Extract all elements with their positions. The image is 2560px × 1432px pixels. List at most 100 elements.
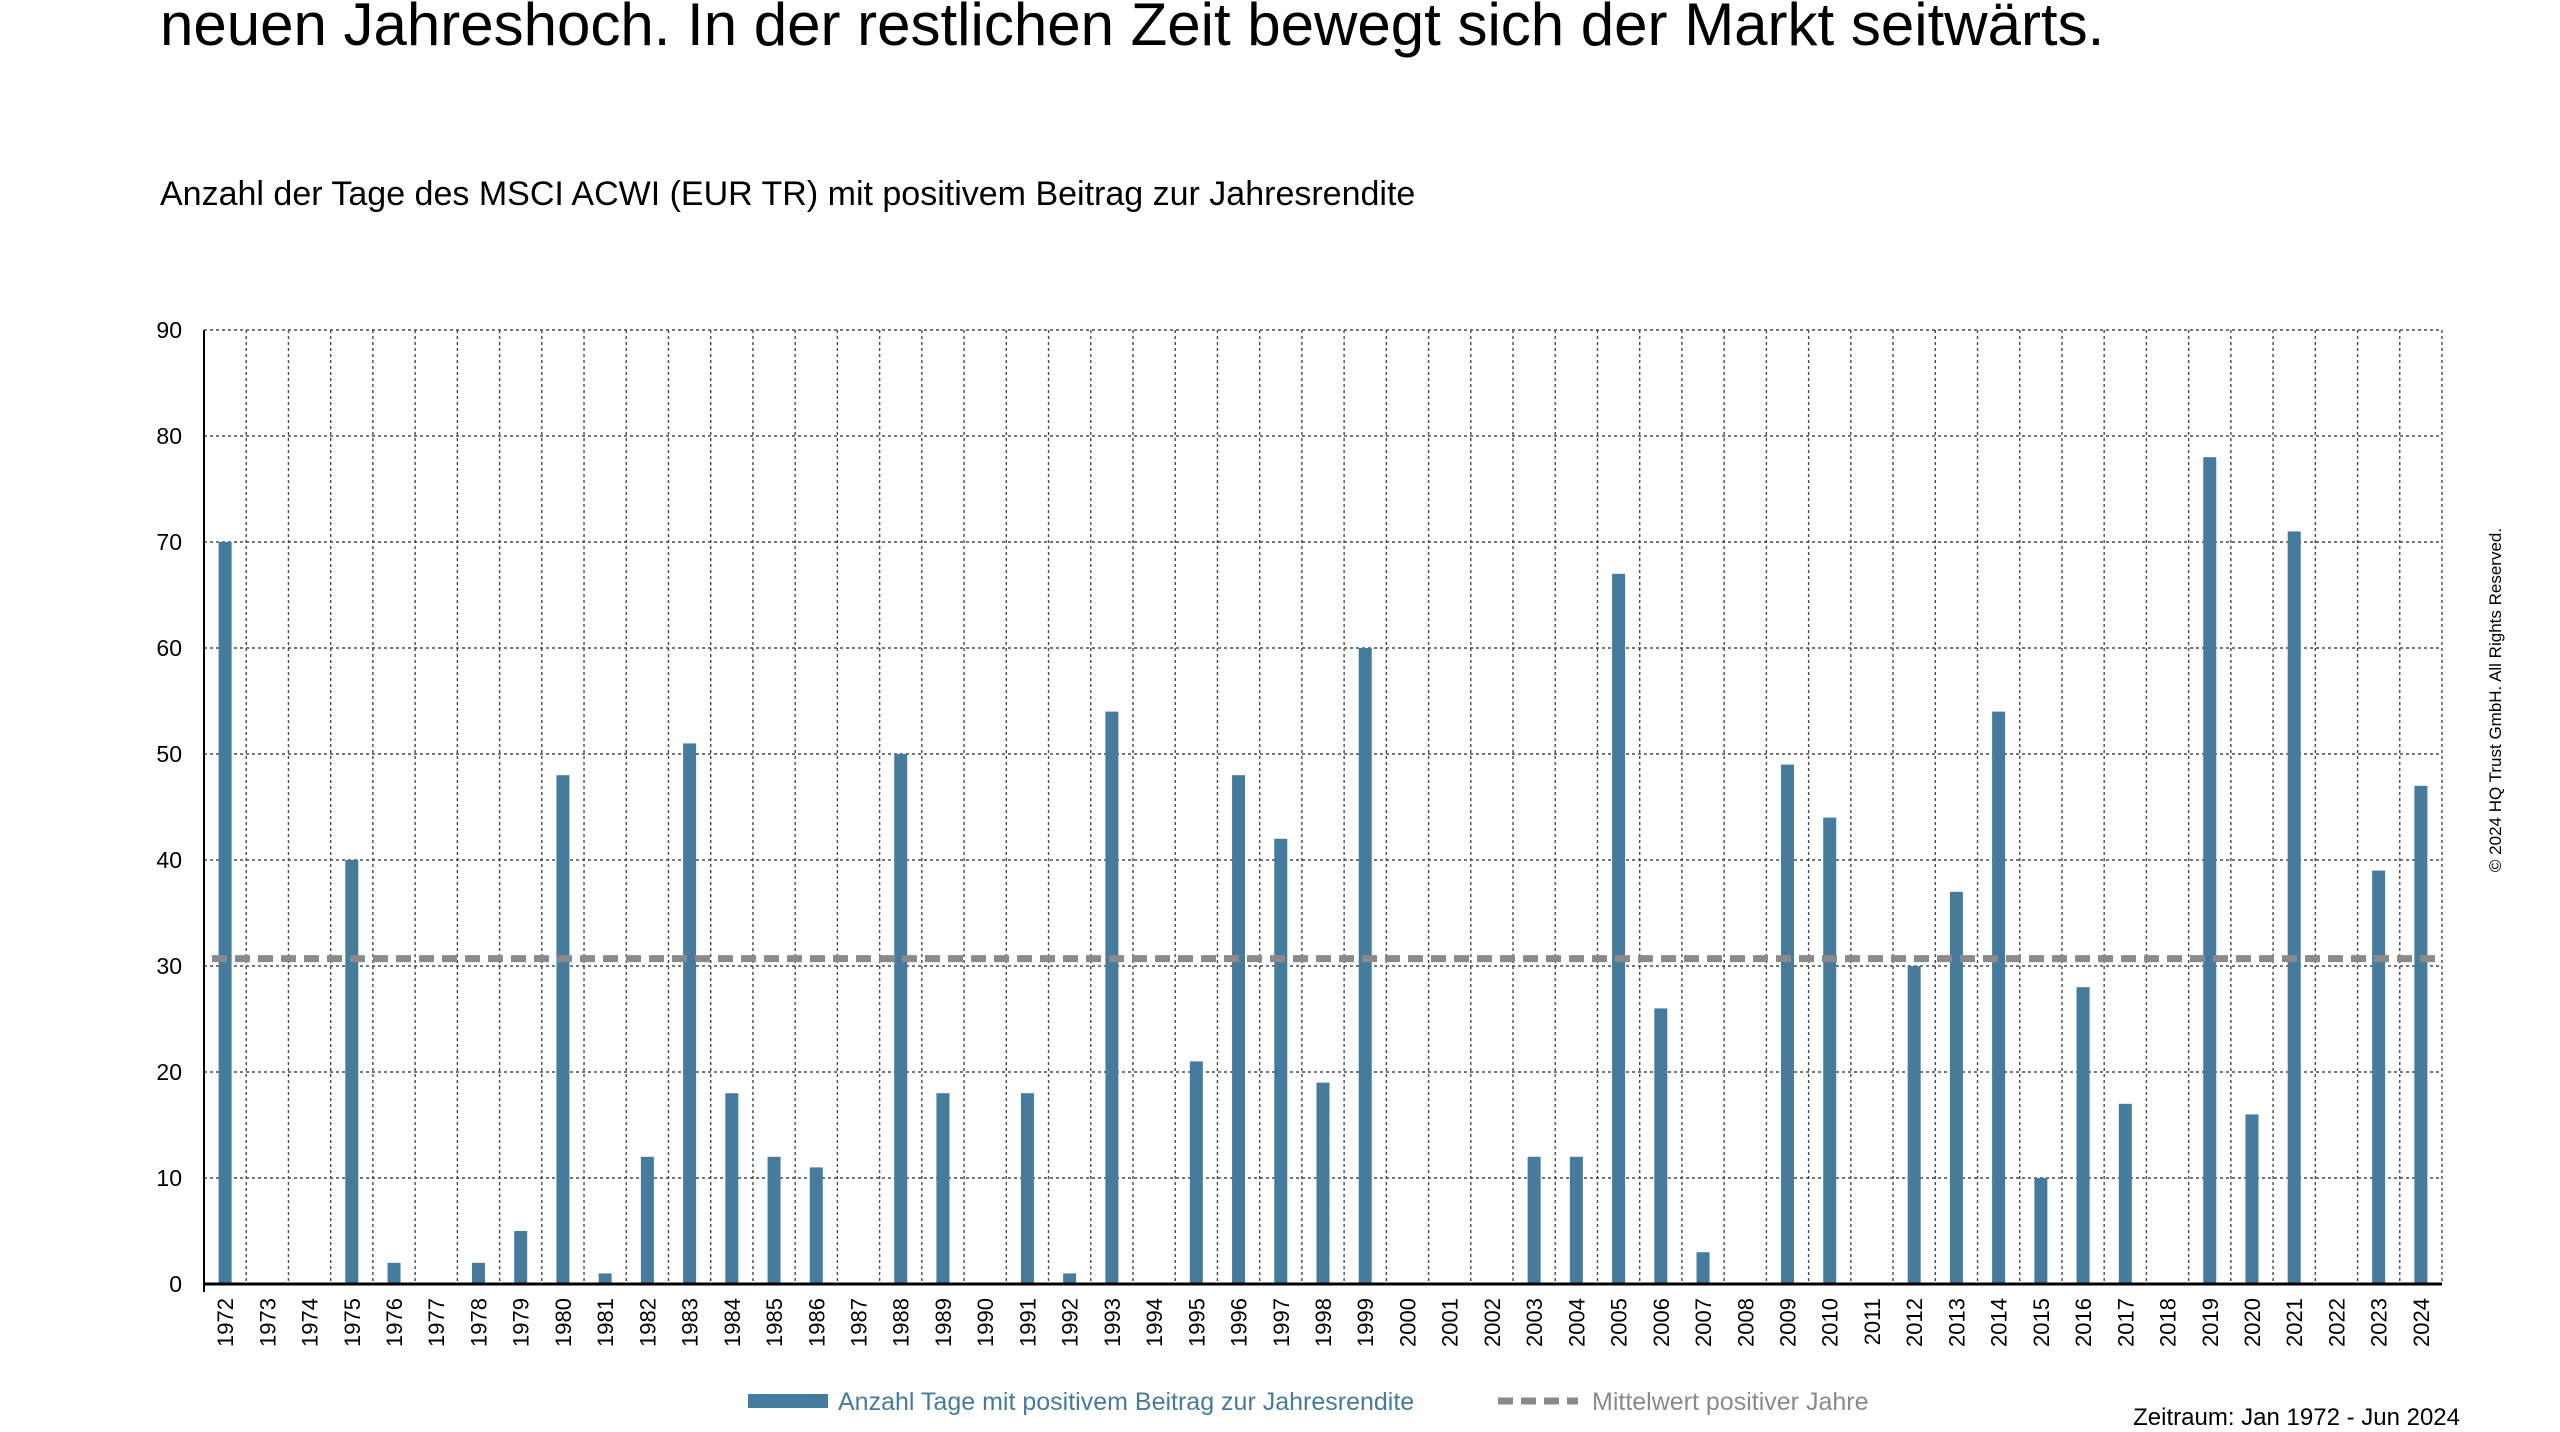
- x-tick-label: 2000: [1395, 1298, 1420, 1347]
- bar-2009: [1780, 764, 1794, 1284]
- x-tick-label: 2004: [1564, 1298, 1589, 1347]
- x-tick-label: 2013: [1944, 1298, 1969, 1347]
- legend: Anzahl Tage mit positivem Beitrag zur Ja…: [748, 1388, 1868, 1416]
- chart-title: Anzahl der Tage des MSCI ACWI (EUR TR) m…: [160, 175, 1416, 213]
- x-tick-label: 1988: [889, 1298, 914, 1347]
- bar-2023: [2372, 870, 2386, 1284]
- x-tick-label: 1989: [931, 1298, 956, 1347]
- bar-1984: [725, 1093, 739, 1284]
- x-tick-label: 2009: [1775, 1298, 1800, 1347]
- y-axis-ticks: 0 10 20 30 40 50 60 70 80 90: [156, 317, 182, 1297]
- bar-1998: [1316, 1082, 1330, 1284]
- x-tick-label: 1993: [1100, 1298, 1125, 1347]
- bar-1981: [598, 1273, 612, 1284]
- x-tick-label: 1983: [678, 1298, 703, 1347]
- legend-swatch-bars: [748, 1394, 828, 1408]
- x-tick-label: 1981: [593, 1298, 618, 1347]
- y-tick-label: 0: [169, 1271, 182, 1297]
- x-tick-label: 1992: [1058, 1298, 1083, 1347]
- x-tick-label: 2021: [2282, 1298, 2307, 1347]
- x-tick-label: 2019: [2198, 1298, 2223, 1347]
- legend-label-bars: Anzahl Tage mit positivem Beitrag zur Ja…: [838, 1388, 1414, 1416]
- x-tick-label: 1995: [1184, 1298, 1209, 1347]
- bar-2007: [1696, 1252, 1710, 1284]
- x-tick-label: 2015: [2029, 1298, 2054, 1347]
- x-tick-label: 2014: [1987, 1298, 2012, 1347]
- x-tick-label: 2017: [2113, 1298, 2138, 1347]
- bar-1972: [218, 542, 232, 1284]
- y-tick-label: 60: [156, 635, 182, 661]
- x-tick-label: 2002: [1480, 1298, 1505, 1347]
- bar-1982: [640, 1156, 654, 1284]
- bar-1975: [345, 860, 359, 1284]
- bar-1995: [1189, 1061, 1203, 1284]
- bar-2005: [1612, 573, 1626, 1284]
- y-tick-label: 30: [156, 953, 182, 979]
- bar-2015: [2034, 1178, 2048, 1284]
- bar-2003: [1527, 1156, 1541, 1284]
- x-tick-label: 1976: [382, 1298, 407, 1347]
- x-tick-label: 2010: [1818, 1298, 1843, 1347]
- x-tick-label: 1977: [424, 1298, 449, 1347]
- x-tick-label: 2012: [1902, 1298, 1927, 1347]
- x-tick-label: 1991: [1015, 1298, 1040, 1347]
- bar-2004: [1569, 1156, 1583, 1284]
- bar-1997: [1274, 838, 1288, 1284]
- bar-1988: [894, 754, 908, 1284]
- y-tick-label: 20: [156, 1059, 182, 1085]
- grid: [204, 329, 2443, 1284]
- bar-1976: [387, 1262, 401, 1284]
- x-tick-label: 2001: [1438, 1298, 1463, 1347]
- y-tick-label: 10: [156, 1165, 182, 1191]
- bar-1991: [1020, 1093, 1034, 1284]
- y-tick-label: 90: [156, 317, 182, 343]
- bar-2016: [2076, 987, 2090, 1284]
- x-tick-label: 2011: [1860, 1298, 1885, 1345]
- bar-1992: [1063, 1273, 1077, 1284]
- x-tick-label: 1982: [635, 1298, 660, 1347]
- x-tick-label: 1987: [847, 1298, 872, 1347]
- bar-1980: [556, 775, 570, 1284]
- x-tick-label: 2020: [2240, 1298, 2265, 1347]
- x-tick-label: 2016: [2071, 1298, 2096, 1347]
- x-tick-label: 2006: [1649, 1298, 1674, 1347]
- x-tick-label: 1972: [213, 1298, 238, 1347]
- x-tick-label: 1980: [551, 1298, 576, 1347]
- bar-1986: [809, 1167, 823, 1284]
- bars: [218, 457, 2428, 1284]
- bar-2006: [1654, 1008, 1668, 1284]
- x-tick-label: 1985: [762, 1298, 787, 1347]
- x-tick-label: 2007: [1691, 1298, 1716, 1347]
- bar-2021: [2287, 531, 2301, 1284]
- bar-2020: [2245, 1114, 2259, 1284]
- bar-2012: [1907, 966, 1921, 1284]
- bar-1983: [683, 743, 697, 1284]
- axes: [203, 330, 2442, 1292]
- x-tick-label: 1984: [720, 1298, 745, 1347]
- x-tick-label: 1999: [1353, 1298, 1378, 1347]
- x-tick-label: 1978: [466, 1298, 491, 1347]
- bar-2010: [1823, 817, 1837, 1284]
- bar-1996: [1232, 775, 1246, 1284]
- bar-1999: [1358, 648, 1372, 1284]
- bar-2024: [2414, 785, 2428, 1284]
- x-tick-label: 2005: [1607, 1298, 1632, 1347]
- bar-2017: [2118, 1103, 2132, 1284]
- x-tick-label: 1998: [1311, 1298, 1336, 1347]
- x-tick-label: 1979: [509, 1298, 534, 1347]
- x-tick-label: 1975: [340, 1298, 365, 1347]
- y-tick-label: 70: [156, 529, 182, 555]
- x-tick-label: 2003: [1522, 1298, 1547, 1347]
- period-note: Zeitraum: Jan 1972 - Jun 2024: [2133, 1404, 2460, 1431]
- x-tick-label: 1986: [804, 1298, 829, 1347]
- x-tick-label: 1973: [255, 1298, 280, 1347]
- x-tick-label: 1990: [973, 1298, 998, 1347]
- bar-1985: [767, 1156, 781, 1284]
- bar-1979: [514, 1231, 528, 1284]
- bar-2019: [2203, 457, 2217, 1284]
- x-tick-label: 1996: [1227, 1298, 1252, 1347]
- x-tick-label: 2018: [2156, 1298, 2181, 1347]
- bar-1989: [936, 1093, 950, 1284]
- x-tick-label: 1974: [298, 1298, 323, 1347]
